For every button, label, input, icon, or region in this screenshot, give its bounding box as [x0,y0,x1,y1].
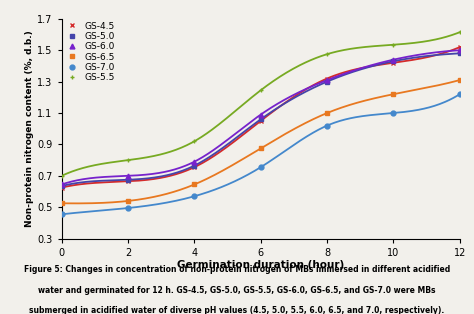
Line: GS-4.5: GS-4.5 [59,45,462,190]
GS-5.0 [457,51,463,55]
GS-6.0 [391,58,396,62]
GS-5.5 [391,43,396,47]
X-axis label: Germination duration (hour): Germination duration (hour) [177,260,344,270]
Text: Figure 5: Changes in concentration of non-protein nitrogen of MBs immersed in di: Figure 5: Changes in concentration of no… [24,265,450,274]
GS-4.5 [125,180,131,183]
Text: water and germinated for 12 h. GS-4.5, GS-5.0, GS-5.5, GS-6.0, GS-6.5, and GS-7.: water and germinated for 12 h. GS-4.5, G… [38,286,436,295]
GS-6.5 [391,92,396,96]
GS-6.5 [125,199,131,203]
GS-6.5 [457,78,463,82]
GS-4.5 [191,165,197,169]
GS-7.0 [391,111,396,115]
GS-6.0 [59,182,64,186]
GS-4.5 [324,77,330,80]
GS-5.0 [324,80,330,84]
Legend: GS-4.5, GS-5.0, GS-6.0, GS-6.5, GS-7.0, GS-5.5: GS-4.5, GS-5.0, GS-6.0, GS-6.5, GS-7.0, … [64,22,115,82]
GS-5.0 [258,117,264,121]
GS-4.5 [391,61,396,65]
GS-5.5 [191,139,197,143]
GS-6.0 [457,48,463,52]
GS-6.0 [324,78,330,82]
GS-4.5 [457,45,463,49]
GS-6.5 [324,111,330,115]
Y-axis label: Non-protein nitrogen content (%, d.b.): Non-protein nitrogen content (%, d.b.) [26,30,35,227]
GS-7.0 [258,165,264,169]
GS-5.0 [125,178,131,181]
Line: GS-6.5: GS-6.5 [59,78,462,206]
GS-5.5 [258,89,264,92]
Line: GS-5.0: GS-5.0 [59,51,462,188]
GS-5.5 [125,158,131,162]
GS-7.0 [59,212,64,216]
Line: GS-7.0: GS-7.0 [59,92,462,217]
GS-7.0 [125,206,131,210]
GS-7.0 [191,194,197,198]
GS-6.0 [125,174,131,178]
GS-5.0 [391,59,396,63]
Line: GS-6.0: GS-6.0 [59,48,462,187]
GS-6.0 [258,113,264,116]
GS-7.0 [457,92,463,96]
GS-5.5 [457,30,463,34]
Text: submerged in acidified water of diverse pH values (4.5, 5.0, 5.5, 6.0, 6.5, and : submerged in acidified water of diverse … [29,306,445,314]
GS-5.5 [59,174,64,178]
Line: GS-5.5: GS-5.5 [59,30,462,178]
GS-6.5 [191,182,197,186]
GS-4.5 [59,186,64,190]
GS-7.0 [324,124,330,127]
GS-5.0 [59,184,64,188]
GS-6.0 [191,160,197,164]
GS-6.5 [59,202,64,205]
GS-4.5 [258,119,264,123]
GS-5.5 [324,52,330,56]
GS-5.0 [191,164,197,168]
GS-6.5 [258,146,264,150]
